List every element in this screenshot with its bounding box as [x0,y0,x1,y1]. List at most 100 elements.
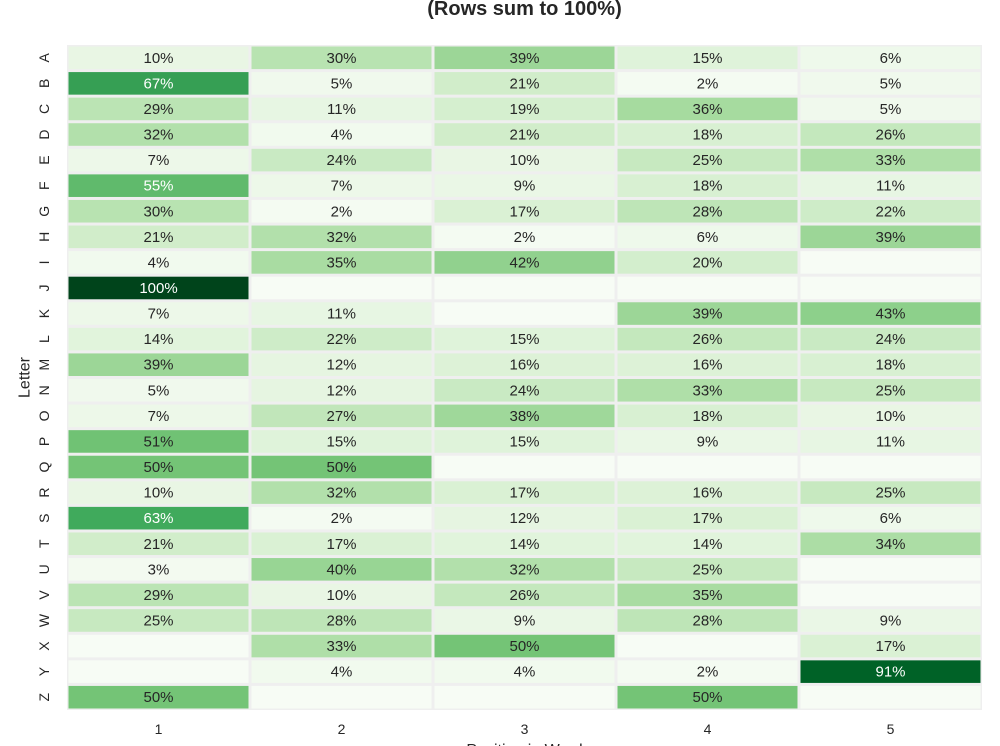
heatmap-cell [68,276,249,300]
cell-label: 27% [326,408,356,425]
cell-label: 21% [143,536,173,553]
heatmap-cell [434,430,615,453]
cell-label: 24% [509,382,539,399]
cell-label: 2% [697,664,719,681]
heatmap-cell [800,353,981,376]
cell-label: 32% [326,485,356,502]
heatmap-cell [251,199,432,223]
heatmap-cell [434,609,615,632]
heatmap-cell [434,583,615,607]
cell-label: 34% [875,536,905,553]
y-tick-label: C [36,104,52,114]
heatmap-cell [617,225,798,249]
heatmap-cell [434,199,615,223]
heatmap-cell [617,660,798,683]
cell-label: 20% [692,254,722,271]
heatmap-cell [800,327,981,351]
cell-label: 28% [326,612,356,629]
y-tick-label: M [36,359,52,371]
cell-label: 39% [692,306,722,323]
cell-label: 5% [880,75,902,92]
cell-label: 9% [880,612,902,629]
cell-label: 4% [148,254,170,271]
heatmap-cell [68,404,249,428]
heatmap-cell [68,634,249,658]
y-tick-label: L [36,335,52,343]
heatmap-cell [251,481,432,504]
cell-label: 35% [692,587,722,604]
cell-label: 9% [514,178,536,195]
heatmap-cell [800,609,981,632]
heatmap-cell [68,123,249,146]
x-tick-label: 5 [887,721,895,737]
heatmap-cell [68,455,249,479]
cell-label: 39% [509,50,539,67]
cell-label: 51% [143,433,173,450]
cell-label: 33% [875,152,905,169]
heatmap-cell [800,72,981,95]
y-tick-label: Q [36,461,52,472]
cell-label: 25% [875,382,905,399]
heatmap-cell [434,353,615,376]
y-tick-label: S [36,514,52,523]
cell-label: 17% [875,638,905,655]
heatmap-cell [617,72,798,95]
x-tick-label: 3 [521,721,529,737]
heatmap-cell [800,506,981,530]
cell-label: 33% [326,638,356,655]
heatmap-cell [800,455,981,479]
cell-label: 22% [326,331,356,348]
cell-label: 21% [143,229,173,246]
cell-label: 18% [692,127,722,144]
y-tick-label: E [36,155,52,164]
heatmap-cell [251,404,432,428]
heatmap-cell [68,583,249,607]
heatmap-cell [617,148,798,172]
heatmap-cell [617,327,798,351]
heatmap-cell [617,276,798,300]
heatmap-cell [434,634,615,658]
heatmap-cell [68,430,249,453]
heatmap-cell [68,379,249,402]
heatmap-cell [617,609,798,632]
cell-label: 91% [875,664,905,681]
heatmap-cell [434,46,615,70]
heatmap-cell [434,97,615,121]
y-tick-label: H [36,232,52,242]
heatmap-cell [434,558,615,581]
cell-label: 17% [692,510,722,527]
heatmap-cell [68,481,249,504]
cell-label: 6% [880,50,902,67]
cell-label: 4% [331,664,353,681]
cell-label: 16% [692,485,722,502]
heatmap-cell [251,430,432,453]
y-tick-label: B [36,79,52,88]
y-tick-label: O [36,410,52,421]
cell-label: 6% [697,229,719,246]
heatmap-cell [434,532,615,556]
cell-label: 50% [326,459,356,476]
y-tick-label: P [36,437,52,446]
heatmap-cell [251,353,432,376]
heatmap-cell [800,199,981,223]
heatmap-cell [617,97,798,121]
cell-label: 32% [509,561,539,578]
cell-label: 3% [148,561,170,578]
cell-label: 16% [692,357,722,374]
cell-label: 12% [326,357,356,374]
heatmap-cell [251,302,432,325]
cell-label: 7% [148,408,170,425]
cell-label: 15% [509,331,539,348]
cell-label: 12% [509,510,539,527]
heatmap-cell [68,327,249,351]
heatmap-cell [251,276,432,300]
heatmap-cell [68,532,249,556]
cell-label: 18% [692,178,722,195]
heatmap-cell [800,46,981,70]
heatmap-cell [251,123,432,146]
cell-label: 17% [326,536,356,553]
cell-label: 5% [331,75,353,92]
y-tick-label: W [36,613,52,627]
cell-label: 24% [875,331,905,348]
cell-label: 100% [139,280,177,297]
